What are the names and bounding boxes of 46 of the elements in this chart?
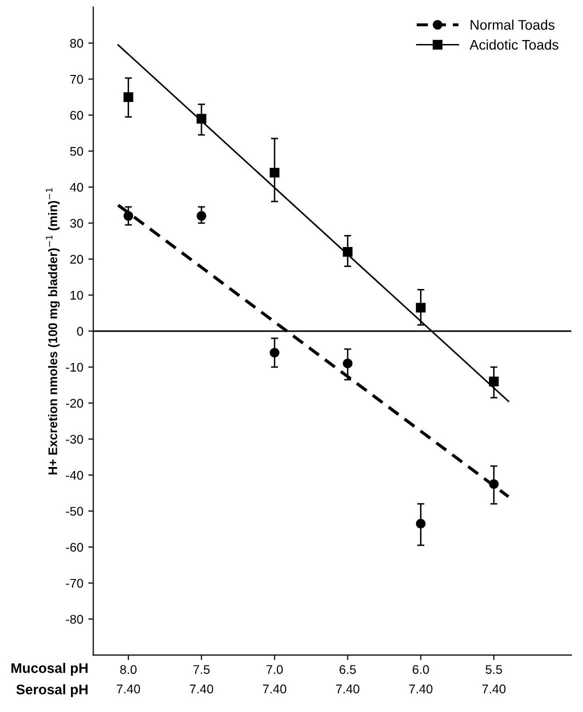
y-axis-title: H+ Excretion nmoles (100 mg bladder)$^{−1}$ (min)$^{−1}$ — [46, 188, 60, 474]
point — [342, 358, 353, 368]
text: 7.40 — [263, 684, 286, 694]
point — [196, 211, 206, 221]
y-tick-label: 30 — [70, 218, 84, 228]
point — [416, 518, 426, 529]
text: 7.40 — [336, 684, 360, 694]
y-tick-label: -40 — [66, 470, 84, 480]
y-tick-label: 40 — [70, 182, 84, 192]
y-tick-label: 10 — [70, 290, 84, 300]
point — [270, 168, 280, 178]
point — [488, 376, 499, 386]
point — [342, 247, 353, 257]
legend-label: Acidotic Toads — [470, 40, 558, 50]
y-tick-label: 50 — [70, 146, 84, 156]
legend-label: Normal Toads — [470, 20, 554, 30]
y-tick-label: 80 — [70, 38, 84, 48]
point — [488, 479, 499, 489]
x-tick-label: 7.5 — [193, 665, 210, 674]
y-tick-label: -20 — [66, 398, 84, 408]
point — [416, 302, 426, 313]
text: 7.40 — [116, 684, 140, 694]
text: 7.40 — [482, 684, 506, 694]
x-tick-label: 5.5 — [486, 665, 502, 674]
y-tick-label: 60 — [70, 110, 84, 120]
y-tick-label: -50 — [66, 506, 84, 516]
y-tick-label: -70 — [66, 578, 84, 588]
y-tick-label: -30 — [66, 434, 84, 444]
point — [124, 211, 134, 221]
x-tick-label: 6.5 — [340, 665, 356, 674]
y-tick-label: 20 — [70, 254, 84, 264]
point — [124, 92, 134, 102]
y-tick-label: 70 — [70, 74, 84, 84]
y-tick-label: -10 — [66, 362, 84, 372]
y-tick-label: -80 — [66, 614, 84, 624]
x-tick-label: 7.0 — [266, 665, 283, 674]
point — [270, 348, 280, 358]
x-tick-label: 6.0 — [412, 665, 429, 674]
y-tick-label: 0 — [77, 326, 84, 336]
point — [196, 114, 206, 124]
x-tick-label: 8.0 — [120, 665, 137, 674]
text: 7.40 — [190, 684, 214, 694]
text: Serosal pH — [16, 684, 88, 698]
text: 7.40 — [409, 684, 432, 694]
x-axis-title: Mucosal pH — [11, 662, 88, 676]
y-tick-label: -60 — [66, 542, 84, 552]
